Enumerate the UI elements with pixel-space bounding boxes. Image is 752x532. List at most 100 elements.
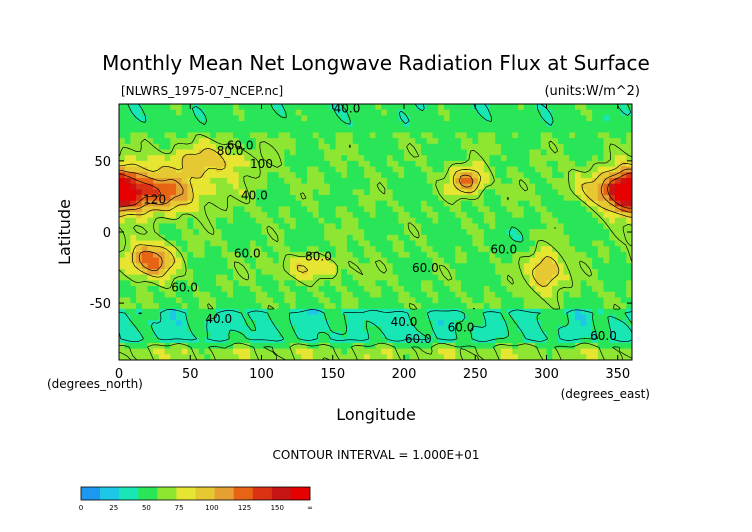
heatmap-cell	[518, 104, 525, 111]
heatmap-cell	[141, 115, 149, 122]
heatmap-cell	[176, 189, 183, 196]
heatmap-cell	[552, 234, 559, 242]
heatmap-cell	[210, 331, 217, 338]
heatmap-cell	[398, 132, 405, 139]
heatmap-cell	[329, 160, 337, 168]
heatmap-cell	[272, 320, 280, 327]
heatmap-cell	[244, 143, 251, 151]
heatmap-cell	[358, 257, 365, 264]
heatmap-cell	[489, 280, 496, 287]
heatmap-cell	[404, 109, 411, 116]
heatmap-cell	[329, 342, 337, 350]
heatmap-cell	[432, 109, 439, 116]
heatmap-cell	[158, 143, 166, 151]
heatmap-cell	[215, 280, 223, 287]
heatmap-cell	[341, 303, 348, 310]
heatmap-cell	[443, 280, 451, 287]
heatmap-cell	[341, 342, 348, 350]
heatmap-cell	[586, 229, 593, 236]
heatmap-cell	[381, 217, 388, 225]
contour-label: 40.0	[391, 315, 418, 329]
heatmap-cell	[500, 291, 508, 299]
heatmap-cell	[512, 132, 519, 139]
heatmap-cell	[272, 280, 280, 287]
heatmap-cell	[124, 109, 131, 116]
heatmap-cell	[500, 303, 508, 310]
heatmap-cell	[193, 348, 200, 355]
heatmap-cell	[261, 268, 268, 276]
heatmap-cell	[432, 325, 439, 333]
heatmap-cell	[404, 280, 411, 287]
heatmap-cell	[141, 172, 149, 179]
heatmap-cell	[580, 212, 587, 219]
heatmap-cell	[512, 314, 519, 321]
heatmap-cell	[141, 212, 149, 219]
heatmap-cell	[181, 325, 188, 333]
heatmap-cell	[575, 280, 582, 287]
heatmap-cell	[620, 177, 627, 185]
heatmap-cell	[255, 217, 263, 225]
heatmap-cell	[398, 109, 405, 116]
heatmap-cell	[261, 331, 268, 338]
heatmap-cell	[500, 200, 508, 207]
heatmap-cell	[500, 280, 508, 287]
heatmap-cell	[432, 212, 439, 219]
heatmap-cell	[193, 263, 200, 270]
heatmap-cell	[620, 115, 627, 122]
heatmap-cell	[221, 223, 228, 230]
heatmap-cell	[312, 308, 320, 316]
heatmap-cell	[626, 206, 632, 213]
heatmap-cell	[569, 268, 576, 276]
heatmap-cell	[352, 342, 359, 350]
heatmap-cell	[250, 246, 257, 253]
heatmap-cell	[409, 195, 416, 202]
heatmap-cell	[381, 172, 388, 179]
heatmap-cell	[603, 263, 610, 270]
heatmap-cell	[301, 115, 308, 122]
heatmap-cell	[187, 251, 194, 259]
heatmap-cell	[238, 325, 245, 333]
heatmap-cell	[272, 166, 280, 173]
heatmap-cell	[597, 109, 605, 116]
heatmap-cell	[438, 320, 445, 327]
heatmap-cell	[352, 223, 359, 230]
heatmap-cell	[381, 132, 388, 139]
heatmap-cell	[193, 217, 200, 225]
heatmap-cell	[569, 274, 576, 281]
heatmap-cell	[455, 115, 462, 122]
heatmap-cell	[392, 121, 399, 128]
heatmap-cell	[472, 172, 479, 179]
heatmap-cell	[119, 297, 126, 304]
heatmap-cell	[443, 314, 451, 321]
heatmap-cell	[153, 104, 160, 111]
heatmap-cell	[347, 160, 354, 168]
heatmap-cell	[164, 263, 171, 270]
heatmap-cell	[535, 172, 542, 179]
heatmap-cell	[535, 132, 542, 139]
heatmap-cell	[506, 104, 513, 111]
heatmap-cell	[369, 297, 377, 304]
heatmap-cell	[609, 325, 616, 333]
heatmap-cell	[563, 314, 570, 321]
heatmap-cell	[312, 274, 320, 281]
heatmap-cell	[369, 354, 377, 360]
heatmap-cell	[421, 172, 428, 179]
heatmap-cell	[147, 132, 154, 139]
heatmap-cell	[586, 206, 593, 213]
heatmap-cell	[614, 280, 622, 287]
heatmap-cell	[267, 172, 274, 179]
heatmap-cell	[187, 257, 194, 264]
heatmap-cell	[210, 246, 217, 253]
heatmap-cell	[312, 297, 320, 304]
heatmap-cell	[170, 177, 177, 185]
heatmap-cell	[324, 189, 331, 196]
heatmap-cell	[295, 240, 302, 247]
heatmap-cell	[329, 297, 337, 304]
heatmap-cell	[307, 268, 314, 276]
heatmap-cell	[483, 155, 491, 162]
heatmap-cell	[381, 189, 388, 196]
heatmap-cell	[136, 166, 143, 173]
heatmap-cell	[409, 104, 416, 111]
heatmap-cell	[318, 268, 325, 276]
heatmap-cell	[267, 177, 274, 185]
